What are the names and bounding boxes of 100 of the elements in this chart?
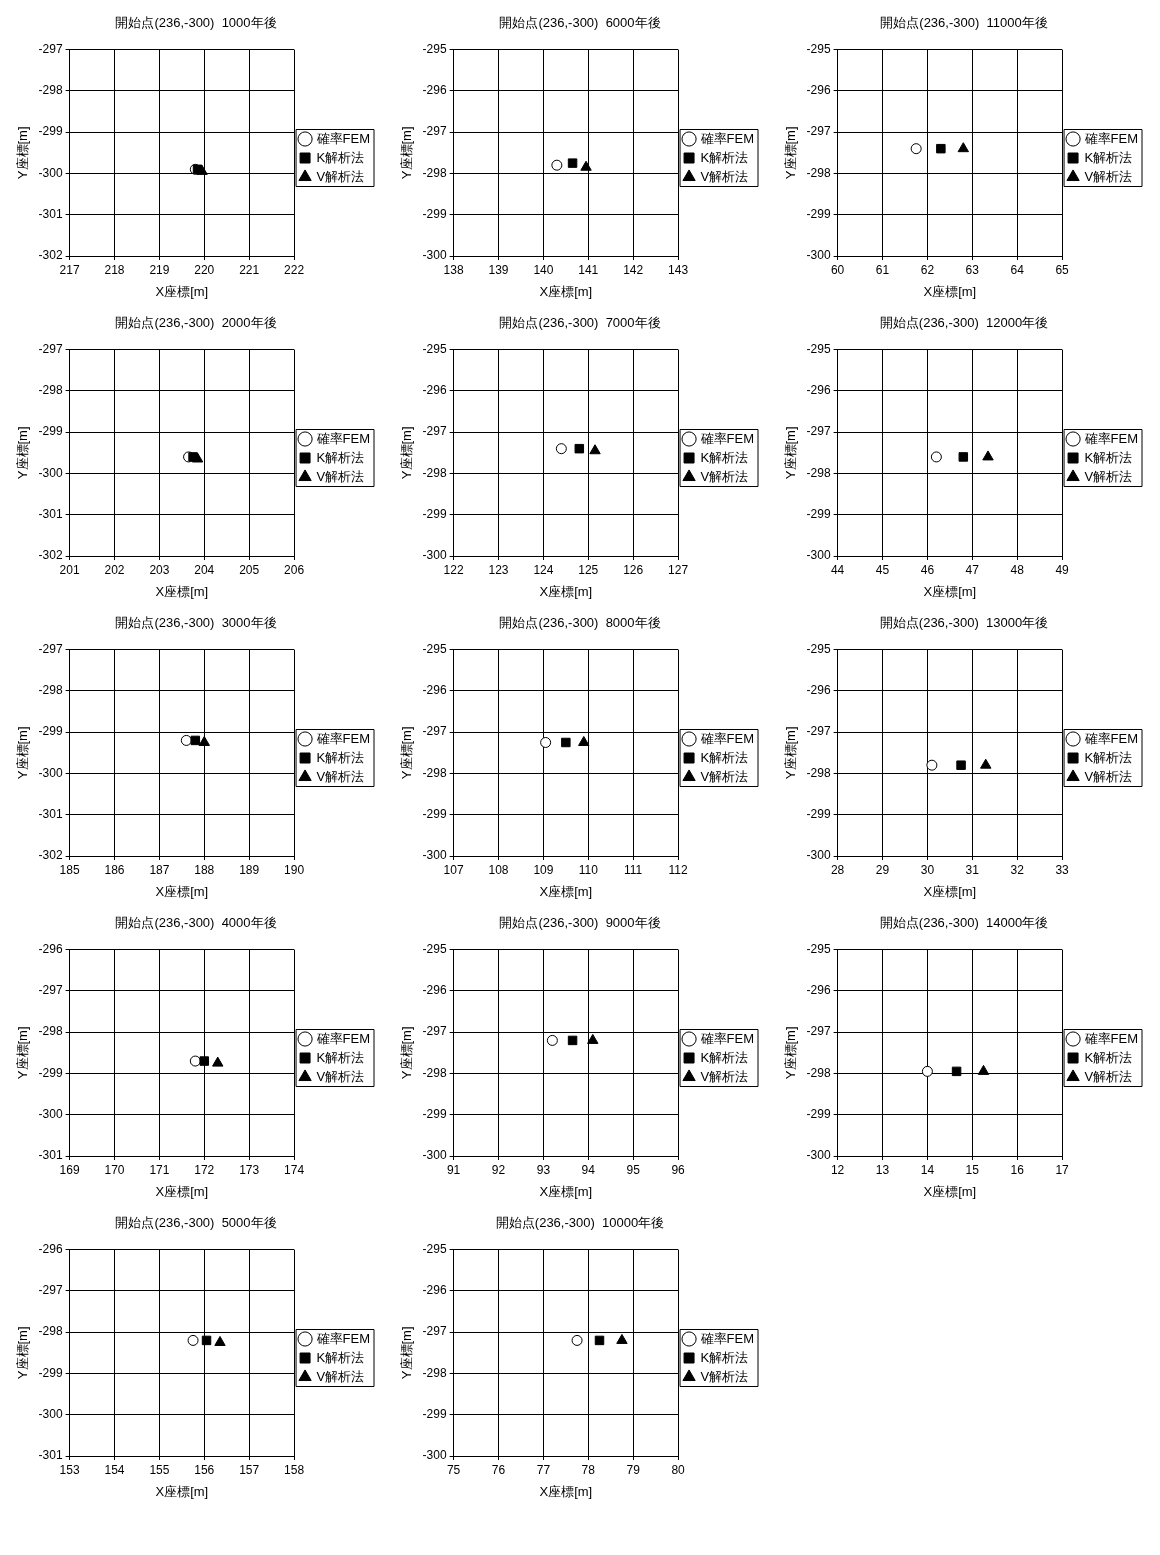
y-tick-label: -297 [806, 724, 831, 739]
y-tick-label: -298 [422, 765, 447, 780]
x-tick-label: 94 [581, 1162, 596, 1177]
y-tick-label: -297 [422, 1024, 447, 1039]
legend-label: K解析法 [1084, 449, 1133, 465]
chart-title: 開始点(236,-300) 7000年後 [499, 315, 661, 331]
x-tick-label: 63 [965, 262, 980, 277]
legend-label: 確率FEM [1083, 730, 1139, 746]
y-tick-label: -299 [38, 424, 63, 439]
y-tick-label: -296 [38, 1241, 63, 1256]
legend-label: V解析法 [1084, 468, 1133, 484]
x-tick-label: 169 [59, 1162, 80, 1177]
y-tick-label: -297 [422, 124, 447, 139]
y-tick-label: -298 [806, 465, 831, 480]
x-tick-label: 47 [965, 562, 980, 577]
y-tick-label: -299 [38, 1365, 63, 1380]
legend-label: K解析法 [1084, 1049, 1133, 1065]
y-axis-title: Y座標[m] [783, 426, 799, 480]
y-tick-label: -299 [422, 207, 447, 222]
x-tick-label: 33 [1055, 862, 1070, 877]
y-tick-label: -301 [38, 1148, 63, 1163]
x-tick-label: 126 [623, 562, 644, 577]
chart-title: 開始点(236,-300) 1000年後 [115, 15, 277, 31]
legend-label: 確率FEM [315, 1330, 371, 1346]
legend-label: V解析法 [316, 768, 365, 784]
x-axis-title: X座標[m] [539, 583, 593, 599]
legend-label: V解析法 [316, 1068, 365, 1084]
x-tick-label: 65 [1055, 262, 1070, 277]
y-axis-title: Y座標[m] [15, 1326, 31, 1380]
legend-label: 確率FEM [1083, 130, 1139, 146]
x-axis-title: X座標[m] [539, 883, 593, 899]
legend-label: K解析法 [700, 749, 749, 765]
x-tick-label: 29 [875, 862, 890, 877]
x-tick-label: 28 [830, 862, 845, 877]
x-tick-label: 201 [59, 562, 80, 577]
x-tick-label: 14 [920, 1162, 935, 1177]
x-axis-title: X座標[m] [539, 1183, 593, 1199]
x-tick-label: 127 [668, 562, 689, 577]
legend-label: V解析法 [700, 1068, 749, 1084]
legend-label: 確率FEM [699, 1330, 755, 1346]
x-tick-label: 64 [1010, 262, 1025, 277]
y-tick-label: -299 [38, 724, 63, 739]
legend-label: K解析法 [1084, 149, 1133, 165]
x-tick-label: 80 [671, 1462, 686, 1477]
x-tick-label: 78 [581, 1462, 596, 1477]
y-tick-label: -296 [806, 683, 831, 698]
x-tick-label: 187 [149, 862, 170, 877]
y-tick-label: -296 [38, 941, 63, 956]
x-tick-label: 12 [830, 1162, 845, 1177]
y-axis-title: Y座標[m] [15, 1026, 31, 1080]
x-tick-label: 139 [488, 262, 509, 277]
chart-title: 開始点(236,-300) 4000年後 [115, 915, 277, 931]
x-axis-title: X座標[m] [155, 1483, 209, 1499]
x-tick-label: 220 [194, 262, 215, 277]
legend-label: V解析法 [700, 1368, 749, 1384]
y-tick-label: -298 [422, 165, 447, 180]
y-tick-label: -300 [38, 765, 63, 780]
y-tick-label: -301 [38, 1448, 63, 1463]
chart-title: 開始点(236,-300) 2000年後 [115, 315, 277, 331]
legend-label: K解析法 [316, 749, 365, 765]
x-tick-label: 110 [578, 862, 599, 877]
x-axis-title: X座標[m] [155, 283, 209, 299]
legend-label: K解析法 [316, 1049, 365, 1065]
y-tick-label: -299 [806, 807, 831, 822]
legend-label: V解析法 [700, 168, 749, 184]
y-tick-label: -300 [422, 1448, 447, 1463]
y-tick-label: -298 [806, 765, 831, 780]
legend-label: K解析法 [700, 149, 749, 165]
x-tick-label: 221 [239, 262, 260, 277]
legend-label: 確率FEM [699, 1030, 755, 1046]
x-tick-label: 31 [965, 862, 980, 877]
y-tick-label: -300 [422, 848, 447, 863]
y-axis-title: Y座標[m] [15, 426, 31, 480]
y-tick-label: -297 [806, 424, 831, 439]
y-tick-label: -297 [38, 341, 63, 356]
legend-label: K解析法 [1084, 749, 1133, 765]
x-axis-title: X座標[m] [155, 583, 209, 599]
y-tick-label: -300 [422, 1148, 447, 1163]
legend-label: 確率FEM [699, 730, 755, 746]
y-tick-label: -300 [806, 248, 831, 263]
y-axis-title: Y座標[m] [399, 426, 415, 480]
legend-label: 確率FEM [699, 130, 755, 146]
y-tick-label: -300 [422, 548, 447, 563]
x-axis-title: X座標[m] [155, 1183, 209, 1199]
x-tick-label: 203 [149, 562, 170, 577]
y-tick-label: -296 [422, 983, 447, 998]
legend-label: V解析法 [700, 768, 749, 784]
x-tick-label: 153 [59, 1462, 80, 1477]
y-tick-label: -295 [806, 341, 831, 356]
x-tick-label: 45 [875, 562, 890, 577]
x-tick-label: 143 [668, 262, 689, 277]
x-tick-label: 49 [1055, 562, 1070, 577]
x-axis-title: X座標[m] [923, 583, 977, 599]
legend-label: K解析法 [700, 449, 749, 465]
y-tick-label: -298 [38, 1024, 63, 1039]
y-tick-label: -299 [422, 1407, 447, 1422]
x-tick-label: 186 [104, 862, 125, 877]
legend-label: 確率FEM [1083, 1030, 1139, 1046]
x-tick-label: 124 [533, 562, 554, 577]
legend-label: V解析法 [700, 468, 749, 484]
